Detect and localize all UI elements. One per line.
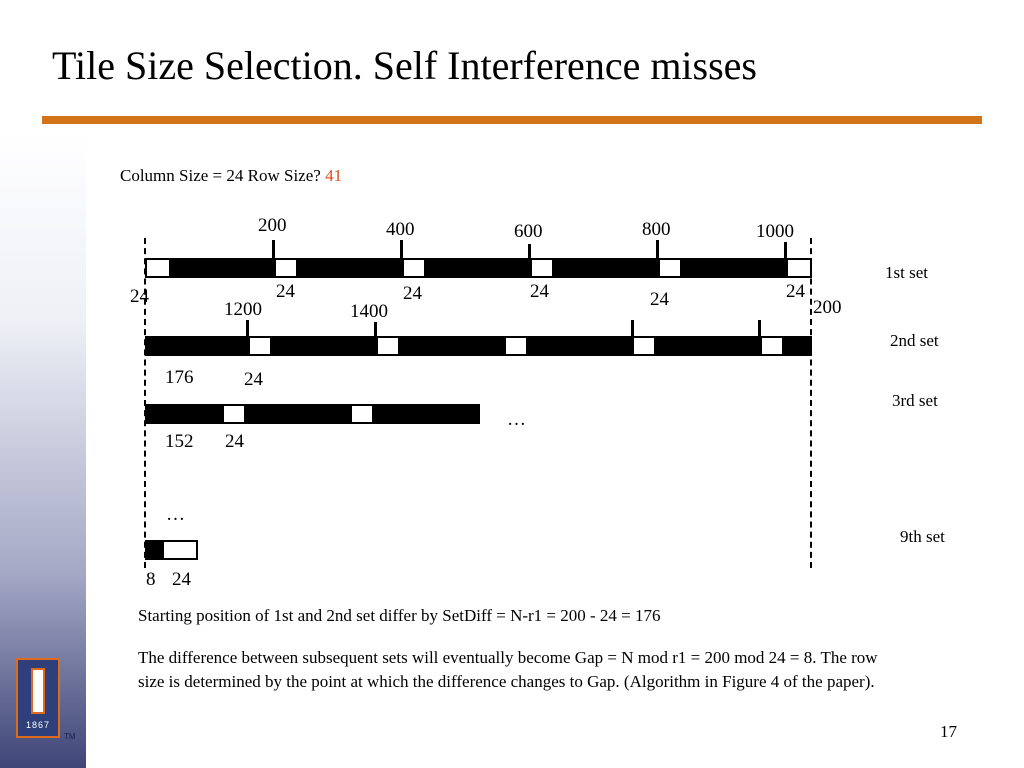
top-label: 800 [642, 219, 671, 240]
row3-cell [222, 404, 246, 424]
top-label: 400 [386, 219, 415, 240]
row2-tick [758, 320, 761, 340]
tick-200 [272, 240, 275, 268]
row2-tick [631, 320, 634, 340]
cell-size-label: 24 [244, 369, 263, 390]
row-size-answer: 41 [325, 166, 343, 185]
set-label: 2nd set [890, 331, 939, 350]
row2-end-label: 200 [813, 297, 842, 318]
set-offset-label: 152 [165, 431, 194, 452]
explanation-paragraph: The difference between subsequent sets w… [138, 648, 878, 691]
row1-cell [145, 258, 171, 278]
tick-600 [528, 244, 531, 268]
row1-cell [530, 258, 554, 278]
row1-bar [145, 258, 812, 278]
set-offset-label: 8 [146, 569, 156, 590]
tick-1400 [374, 322, 377, 340]
ellipsis: … [166, 504, 185, 525]
row1-cell [658, 258, 682, 278]
row3-cell [350, 404, 374, 424]
cell-size-label: 24 [225, 431, 244, 452]
logo-year: 1867 [25, 720, 51, 730]
tick-800 [656, 240, 659, 268]
explanation-paragraph: Starting position of 1st and 2nd set dif… [138, 606, 661, 625]
tick-400 [400, 240, 403, 268]
cell-size-label: 24 [276, 281, 295, 302]
cell-size-label: 24 [130, 286, 149, 307]
row2-cell [760, 336, 784, 356]
row2-cell [376, 336, 400, 356]
subtitle: Column Size = 24 Row Size? 41 [120, 166, 342, 186]
row1-cell [402, 258, 426, 278]
top-label: 1400 [350, 301, 388, 322]
row2-cell [504, 336, 528, 356]
row1-cell [274, 258, 298, 278]
trademark-mark: TM [64, 732, 76, 741]
pillar-icon [31, 668, 45, 714]
top-label: 200 [258, 215, 287, 236]
subtitle-text: Column Size = 24 Row Size? [120, 166, 326, 185]
set-label: 3rd set [892, 391, 938, 410]
row2-bar [145, 336, 812, 356]
left-boundary-line [144, 238, 146, 568]
tick-1000 [784, 242, 787, 268]
cell-size-label: 24 [530, 281, 549, 302]
set-label: 1st set [885, 263, 928, 282]
cell-size-label: 24 [403, 283, 422, 304]
cell-size-label: 24 [650, 289, 669, 310]
top-label: 600 [514, 221, 543, 242]
row1-cell [786, 258, 812, 278]
university-logo: 1867 [16, 658, 60, 738]
right-boundary-line [810, 238, 812, 568]
tick-1200 [246, 320, 249, 340]
page-number: 17 [940, 722, 957, 741]
cell-size-label: 24 [172, 569, 191, 590]
set-offset-label: 176 [165, 367, 194, 388]
page-title: Tile Size Selection. Self Interference m… [52, 43, 757, 88]
top-label: 1200 [224, 299, 262, 320]
row3-bar [145, 404, 480, 424]
row2-cell [248, 336, 272, 356]
ellipsis: … [507, 409, 526, 430]
title-rule [42, 116, 982, 124]
set-label: 9th set [900, 527, 945, 546]
cell-size-label: 24 [786, 281, 805, 302]
top-label: 1000 [756, 221, 794, 242]
row2-cell [632, 336, 656, 356]
row9-cell [162, 540, 198, 560]
